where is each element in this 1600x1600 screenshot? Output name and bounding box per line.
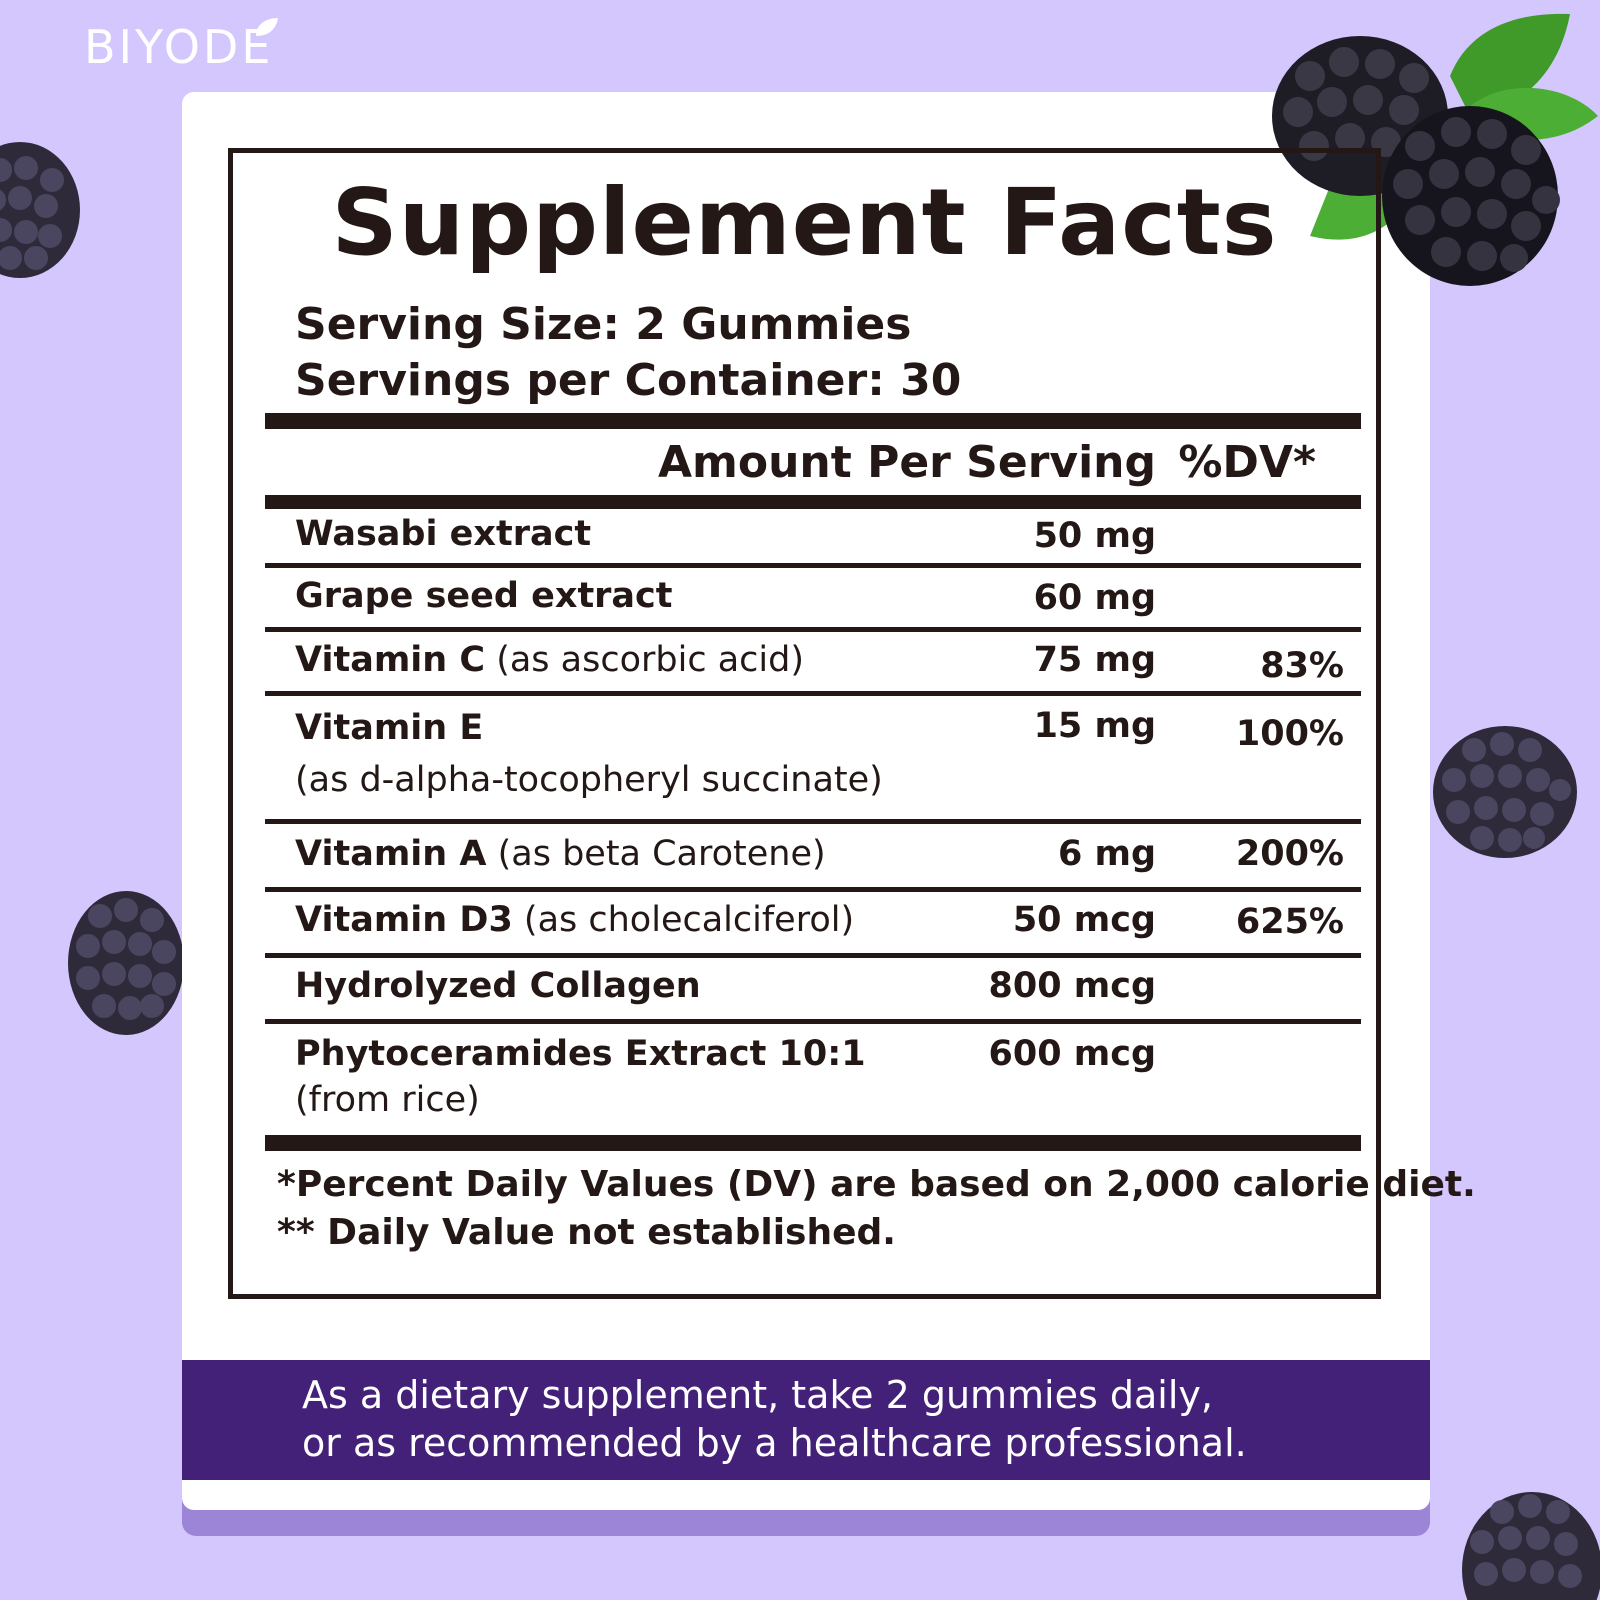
header-dv: %DV* bbox=[1178, 437, 1316, 488]
blackberry-icon bbox=[1462, 1492, 1600, 1600]
nutrient-name: Vitamin A bbox=[295, 834, 487, 874]
nutrient-amount: 50 mg bbox=[1033, 516, 1156, 556]
nutrient-row-label: Phytoceramides Extract 10:1 bbox=[295, 1031, 866, 1078]
directions-line-1: As a dietary supplement, take 2 gummies … bbox=[302, 1373, 1213, 1417]
nutrient-row-label: Vitamin A (as beta Carotene) bbox=[295, 831, 826, 878]
nutrient-amount: 75 mg bbox=[1033, 640, 1156, 680]
blackberry-icon bbox=[68, 891, 184, 1035]
nutrient-name: Vitamin D3 bbox=[295, 900, 513, 940]
supplement-facts-panel: Supplement Facts Serving Size: 2 Gummies… bbox=[228, 148, 1476, 1299]
nutrient-amount: 50 mcg bbox=[1012, 900, 1156, 940]
row-divider bbox=[265, 627, 1361, 632]
nutrient-detail-line: (as d-alpha-tocopheryl succinate) bbox=[295, 760, 883, 800]
directions-line-2: or as recommended by a healthcare profes… bbox=[302, 1421, 1247, 1465]
nutrient-row-label: Vitamin D3 (as cholecalciferol) bbox=[295, 897, 854, 944]
nutrient-detail: (as beta Carotene) bbox=[486, 834, 826, 874]
nutrient-row-label: Hydrolyzed Collagen bbox=[295, 963, 701, 1010]
nutrient-amount: 6 mg bbox=[1057, 834, 1156, 874]
nutrient-name: Vitamin E bbox=[295, 708, 484, 748]
nutrient-row-label: Grape seed extract bbox=[295, 573, 673, 620]
nutrient-dv: 83% bbox=[1260, 646, 1344, 686]
brand-name: BIYODE bbox=[84, 20, 274, 74]
nutrient-dv: 625% bbox=[1235, 902, 1344, 942]
directions-banner: As a dietary supplement, take 2 gummies … bbox=[182, 1360, 1430, 1480]
nutrient-name: Hydrolyzed Collagen bbox=[295, 966, 701, 1006]
row-divider bbox=[265, 953, 1361, 958]
nutrient-amount: 800 mcg bbox=[988, 966, 1156, 1006]
nutrient-dv: 200% bbox=[1235, 834, 1344, 874]
card bbox=[182, 92, 1430, 1510]
thick-divider bbox=[265, 1135, 1361, 1151]
row-divider bbox=[265, 563, 1361, 568]
serving-size: Serving Size: 2 Gummies bbox=[295, 299, 912, 350]
nutrient-row-label: Vitamin C (as ascorbic acid) bbox=[295, 637, 804, 684]
row-divider bbox=[265, 691, 1361, 696]
brand-logo: BIYODE bbox=[84, 18, 278, 70]
thick-divider bbox=[265, 495, 1361, 509]
thick-divider bbox=[265, 413, 1361, 429]
nutrient-detail: (as ascorbic acid) bbox=[485, 640, 804, 680]
nutrient-name: Vitamin C bbox=[295, 640, 486, 680]
nutrient-amount: 15 mg bbox=[1033, 706, 1156, 746]
blackberry-cluster-icon bbox=[1272, 13, 1598, 286]
row-divider bbox=[265, 819, 1361, 824]
nutrient-amount: 600 mcg bbox=[988, 1034, 1156, 1074]
nutrient-dv: 100% bbox=[1235, 714, 1344, 754]
header-amount: Amount Per Serving bbox=[657, 437, 1156, 488]
panel-title: Supplement Facts bbox=[331, 169, 1278, 276]
row-divider bbox=[265, 1019, 1361, 1024]
nutrient-name: Grape seed extract bbox=[295, 576, 673, 616]
nutrient-name: Phytoceramides Extract 10:1 bbox=[295, 1034, 866, 1074]
row-divider bbox=[265, 887, 1361, 892]
nutrient-amount: 60 mg bbox=[1033, 578, 1156, 618]
blackberry-icon bbox=[1433, 726, 1577, 858]
servings-per-container: Servings per Container: 30 bbox=[295, 355, 962, 406]
leaf-icon bbox=[256, 18, 278, 36]
nutrient-detail-line: (from rice) bbox=[295, 1080, 480, 1120]
footnote-dv: *Percent Daily Values (DV) are based on … bbox=[277, 1164, 1476, 1205]
nutrient-name: Wasabi extract bbox=[295, 514, 592, 554]
nutrient-detail: (as cholecalciferol) bbox=[512, 900, 855, 940]
nutrient-row-label: Wasabi extract bbox=[295, 511, 591, 558]
footnote-not-established: ** Daily Value not established. bbox=[277, 1212, 896, 1253]
blackberry-icon bbox=[0, 142, 80, 278]
nutrient-row-label: Vitamin E bbox=[295, 705, 483, 752]
